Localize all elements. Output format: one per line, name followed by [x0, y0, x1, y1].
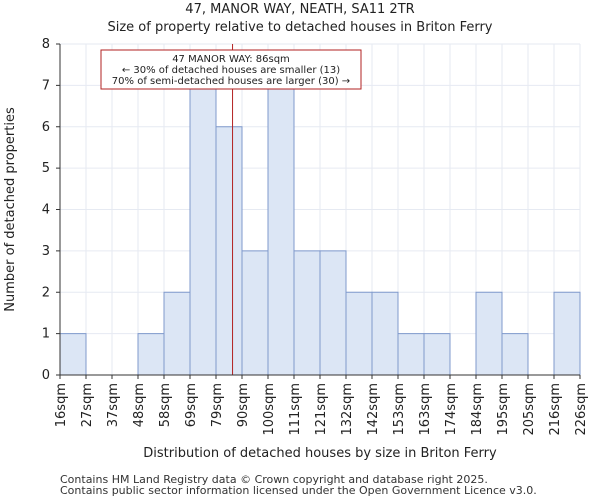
bar-163sqm [423, 333, 451, 376]
x-tick-label-13: 153sqm [392, 383, 407, 436]
chart-title: 47, MANOR WAY, NEATH, SA11 2TR [185, 2, 415, 17]
x-tick-label-4: 58sqm [158, 383, 173, 427]
y-tick-label-3: 3 [42, 244, 50, 259]
x-axis-label: Distribution of detached houses by size … [143, 446, 497, 461]
chart-subtitle: Size of property relative to detached ho… [107, 20, 493, 35]
bar-90sqm [241, 250, 269, 376]
bar-121sqm [319, 250, 347, 376]
y-tick-labels: 0 1 2 3 4 5 6 7 8 [42, 37, 60, 383]
x-tick-label-1: 27sqm [80, 383, 95, 427]
y-tick-label-5: 5 [42, 161, 50, 176]
bar-216sqm [553, 291, 581, 376]
x-tick-label-3: 48sqm [132, 383, 147, 427]
x-tick-label-9: 111sqm [288, 383, 303, 436]
x-tick-label-12: 142sqm [366, 383, 381, 436]
x-tick-label-17: 195sqm [496, 383, 511, 436]
x-tick-label-15: 174sqm [444, 383, 459, 436]
annotation-frame [100, 49, 362, 90]
bar-111sqm [293, 250, 321, 376]
x-tick-label-14: 163sqm [418, 383, 433, 436]
bar-184sqm [475, 291, 503, 376]
x-tick-label-20: 226sqm [574, 383, 589, 436]
y-tick-label-4: 4 [42, 203, 50, 218]
annotation-line-2: ← 30% of detached houses are smaller (13… [122, 65, 340, 76]
x-tick-label-18: 205sqm [522, 383, 537, 436]
y-tick-label-0: 0 [42, 368, 50, 383]
bars [59, 84, 581, 376]
y-tick-label-8: 8 [42, 37, 50, 52]
x-tick-label-10: 121sqm [314, 383, 329, 436]
x-tick-label-11: 132sqm [340, 383, 355, 436]
bar-142sqm [371, 291, 399, 376]
y-axis-label: Number of detached properties [3, 107, 18, 312]
x-tick-label-7: 90sqm [236, 383, 251, 427]
y-tick-label-6: 6 [42, 120, 50, 135]
bar-132sqm [345, 291, 373, 376]
histogram-chart: 47 MANOR WAY: 86sqm ← 30% of detached ho… [3, 37, 589, 461]
bar-58sqm [163, 291, 191, 376]
x-tick-label-2: 37sqm [106, 383, 121, 427]
x-tick-labels: 16sqm 27sqm 37sqm 48sqm 58sqm 69sqm 79sqm 90sqm… [54, 375, 589, 436]
x-tick-label-5: 69sqm [184, 383, 199, 427]
footer-line-2: Contains public sector information licen… [60, 484, 537, 497]
bar-195sqm [501, 333, 529, 376]
x-tick-label-16: 184sqm [470, 383, 485, 436]
bar-79sqm [215, 126, 243, 376]
footer-line-1: Contains HM Land Registry data © Crown c… [60, 473, 488, 486]
annotation-line-1: 47 MANOR WAY: 86sqm [172, 54, 290, 65]
x-tick-label-6: 79sqm [210, 383, 225, 427]
bar-48sqm [137, 333, 165, 376]
bar-100sqm [267, 84, 295, 376]
bar-153sqm [397, 333, 425, 376]
x-tick-label-19: 216sqm [548, 383, 563, 436]
annotation-box: 47 MANOR WAY: 86sqm ← 30% of detached ho… [100, 49, 362, 90]
bar-69sqm [189, 84, 217, 376]
annotation-line-3: 70% of semi-detached houses are larger (… [112, 76, 350, 87]
x-tick-label-0: 16sqm [54, 383, 69, 427]
y-tick-label-2: 2 [42, 285, 50, 300]
y-tick-label-7: 7 [42, 78, 50, 93]
x-tick-label-8: 100sqm [262, 383, 277, 436]
bar-16sqm [59, 333, 87, 376]
y-tick-label-1: 1 [42, 327, 50, 342]
